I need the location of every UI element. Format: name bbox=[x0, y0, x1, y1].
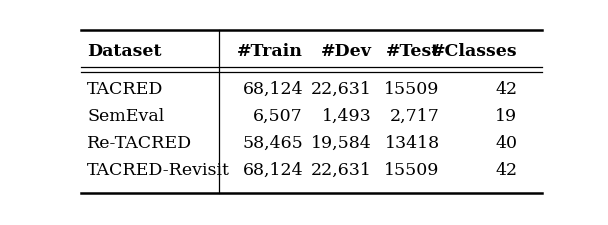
Text: 19: 19 bbox=[496, 108, 517, 125]
Text: 6,507: 6,507 bbox=[254, 108, 303, 125]
Text: 13418: 13418 bbox=[385, 135, 440, 152]
Text: 15509: 15509 bbox=[384, 162, 440, 178]
Text: 15509: 15509 bbox=[384, 81, 440, 98]
Text: 40: 40 bbox=[496, 135, 517, 152]
Text: 68,124: 68,124 bbox=[243, 81, 303, 98]
Text: #Dev: #Dev bbox=[320, 43, 371, 60]
Text: #Classes: #Classes bbox=[431, 43, 517, 60]
Text: 42: 42 bbox=[496, 81, 517, 98]
Text: #Train: #Train bbox=[237, 43, 303, 60]
Text: TACRED-Revisit: TACRED-Revisit bbox=[88, 162, 230, 178]
Text: Re-TACRED: Re-TACRED bbox=[88, 135, 193, 152]
Text: 42: 42 bbox=[496, 162, 517, 178]
Text: 1,493: 1,493 bbox=[322, 108, 371, 125]
Text: Dataset: Dataset bbox=[88, 43, 162, 60]
Text: TACRED: TACRED bbox=[88, 81, 164, 98]
Text: 22,631: 22,631 bbox=[311, 162, 371, 178]
Text: 68,124: 68,124 bbox=[243, 162, 303, 178]
Text: 22,631: 22,631 bbox=[311, 81, 371, 98]
Text: 19,584: 19,584 bbox=[311, 135, 371, 152]
Text: #Test: #Test bbox=[385, 43, 440, 60]
Text: 2,717: 2,717 bbox=[390, 108, 440, 125]
Text: SemEval: SemEval bbox=[88, 108, 165, 125]
Text: 58,465: 58,465 bbox=[243, 135, 303, 152]
